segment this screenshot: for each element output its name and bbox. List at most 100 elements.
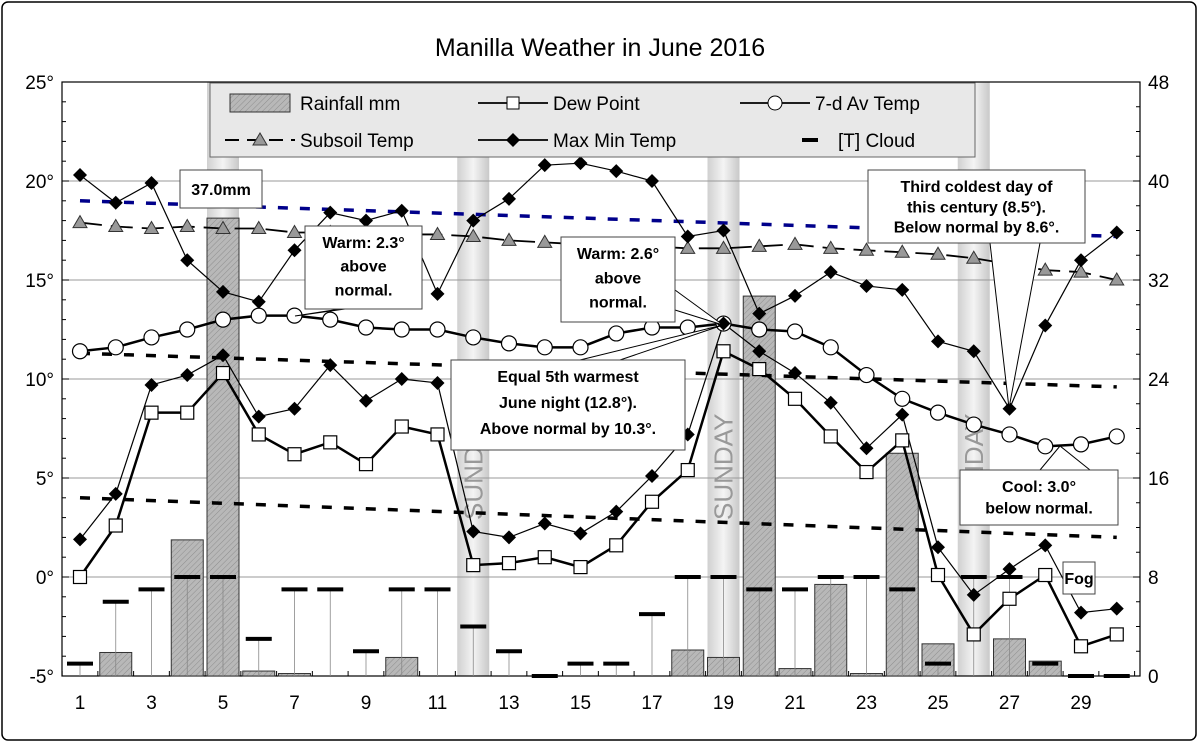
- max-temp-marker: [287, 243, 302, 258]
- annotation-text: this century (8.5°).: [907, 199, 1046, 216]
- avg-temp-marker: [822, 339, 839, 356]
- min-temp-marker: [73, 532, 87, 547]
- min-temp-marker: [931, 540, 945, 555]
- x-tick-label: 9: [361, 693, 372, 714]
- legend-label: [T] Cloud: [838, 131, 915, 152]
- dew-point-marker: [966, 627, 981, 642]
- subsoil-marker: [930, 246, 946, 260]
- y-tick-label: 20°: [25, 172, 54, 193]
- max-temp-marker: [716, 223, 731, 238]
- subsoil-marker: [250, 220, 267, 235]
- max-temp-marker: [537, 158, 552, 173]
- subsoil-marker: [429, 226, 446, 240]
- annotation-text: Third coldest day of: [900, 179, 1053, 196]
- x-tick-label: 25: [927, 693, 948, 714]
- legend-item: Subsoil Temp: [225, 131, 414, 152]
- annotation-text: 37.0mm: [191, 182, 251, 199]
- subsoil-marker: [751, 238, 768, 252]
- legend-circle-marker: [767, 95, 783, 111]
- x-tick-label: 23: [856, 693, 877, 714]
- min-temp-marker: [430, 375, 445, 390]
- max-temp-marker: [1074, 253, 1088, 268]
- annotation-text: below normal.: [985, 501, 1093, 518]
- y-tick-label: 5°: [36, 469, 54, 490]
- min-temp-marker: [895, 407, 910, 422]
- legend-rainfall-swatch: [229, 93, 291, 113]
- dew-point-marker: [1002, 591, 1017, 606]
- dew-point-marker: [466, 558, 481, 573]
- annotation-text: Warm: 2.6°: [577, 246, 659, 263]
- avg-temp-marker: [965, 416, 982, 433]
- avg-temp-marker: [751, 321, 768, 338]
- min-temp-marker: [216, 348, 230, 363]
- avg-temp-marker: [143, 329, 160, 346]
- x-tick-label: 21: [784, 693, 805, 714]
- annotation-text: above: [595, 270, 641, 287]
- legend-square-marker: [506, 96, 520, 110]
- x-tick-label: 27: [999, 693, 1020, 714]
- max-temp-line: [79, 162, 1118, 410]
- avg-temp-marker: [214, 311, 232, 328]
- min-temp-marker: [788, 366, 802, 381]
- subsoil-marker: [894, 244, 911, 258]
- annotation-text: June night (12.8°).: [499, 395, 637, 412]
- avg-temp-marker: [465, 329, 482, 346]
- min-temp-marker: [1002, 562, 1017, 577]
- subsoil-marker: [501, 232, 517, 246]
- legend-label: 7-d Av Temp: [815, 94, 920, 115]
- x-tick-label: 19: [713, 693, 734, 714]
- dew-point-marker: [180, 405, 195, 420]
- max-temp-marker: [752, 306, 767, 321]
- min-temp-line: [79, 322, 1117, 614]
- min-temp-marker: [359, 393, 373, 408]
- max-temp-marker: [1038, 318, 1053, 333]
- max-temp-marker: [73, 168, 87, 183]
- subsoil-marker: [822, 240, 839, 254]
- x-tick-label: 17: [641, 693, 662, 714]
- max-temp-marker: [859, 278, 874, 293]
- min-temp-marker: [1109, 601, 1124, 616]
- y-tick-label: -5°: [30, 667, 55, 688]
- annotation-text: above: [340, 259, 386, 276]
- min-temp-marker: [609, 504, 624, 519]
- dew-point-marker: [823, 429, 838, 444]
- normal-line: [79, 496, 1117, 540]
- y2-tick-label: 16: [1148, 469, 1169, 490]
- subsoil-marker: [72, 214, 88, 229]
- annotation-text: Cool: 3.0°: [1002, 479, 1076, 496]
- subsoil-marker: [465, 228, 482, 242]
- legend-item: Dew Point: [478, 94, 640, 115]
- annotation-text: normal.: [589, 295, 647, 312]
- max-temp-marker: [108, 195, 123, 210]
- legend-box: [209, 82, 976, 158]
- avg-temp-marker: [429, 321, 446, 338]
- subsoil-marker: [679, 240, 696, 254]
- y-tick-label: 25°: [25, 73, 54, 94]
- max-temp-marker: [359, 213, 373, 228]
- dew-point-marker: [215, 365, 231, 381]
- annotation-text: Equal 5th warmest: [497, 369, 639, 386]
- y2-tick-label: 40: [1148, 172, 1169, 193]
- max-temp-marker: [823, 265, 838, 280]
- max-temp-marker: [788, 288, 802, 303]
- x-tick-label: 29: [1070, 693, 1091, 714]
- annotation-box: [450, 359, 686, 451]
- subsoil-marker: [143, 220, 160, 235]
- max-temp-marker: [323, 205, 338, 220]
- x-tick-label: 5: [218, 693, 229, 714]
- avg-temp-marker: [179, 321, 196, 338]
- subsoil-marker: [858, 242, 875, 256]
- avg-temp-marker: [1037, 438, 1054, 455]
- legend-item: Max Min Temp: [478, 131, 676, 152]
- y2-tick-label: 24: [1148, 370, 1170, 391]
- max-temp-marker: [502, 191, 516, 206]
- dew-point-marker: [358, 457, 374, 472]
- max-temp-marker: [573, 156, 588, 171]
- min-temp-marker: [502, 530, 516, 545]
- subsoil-marker: [286, 224, 303, 238]
- min-temp-marker: [716, 316, 731, 331]
- min-temp-marker: [287, 401, 302, 416]
- dew-point-marker: [501, 556, 517, 571]
- dew-point-marker: [680, 462, 695, 478]
- annotation-box: [179, 169, 263, 209]
